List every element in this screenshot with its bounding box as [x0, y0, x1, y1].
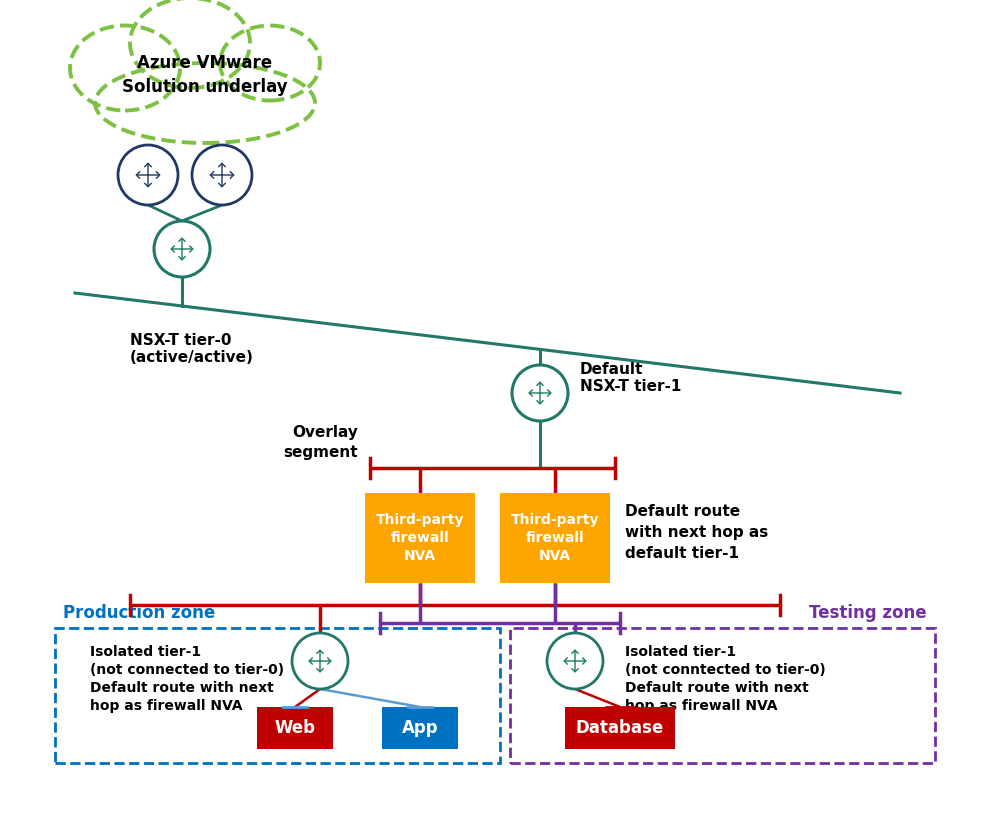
- Circle shape: [192, 145, 252, 205]
- Text: Web: Web: [275, 719, 315, 737]
- Circle shape: [154, 221, 210, 277]
- Text: Default route
with next hop as
default tier-1: Default route with next hop as default t…: [625, 504, 768, 561]
- Circle shape: [118, 145, 178, 205]
- Ellipse shape: [95, 63, 315, 143]
- Text: Isolated tier-1
(not connected to tier-0)
Default route with next
hop as firewal: Isolated tier-1 (not connected to tier-0…: [90, 645, 284, 713]
- Text: Azure VMware
Solution underlay: Azure VMware Solution underlay: [122, 54, 288, 95]
- Text: Production zone: Production zone: [63, 604, 216, 622]
- Text: Overlay
segment: Overlay segment: [284, 425, 358, 460]
- Text: App: App: [402, 719, 438, 737]
- Circle shape: [512, 365, 568, 421]
- FancyBboxPatch shape: [500, 493, 610, 583]
- FancyBboxPatch shape: [565, 707, 675, 749]
- Text: Testing zone: Testing zone: [810, 604, 927, 622]
- Text: Default
NSX-T tier-1: Default NSX-T tier-1: [580, 362, 682, 394]
- Text: Isolated tier-1
(not conntected to tier-0)
Default route with next
hop as firewa: Isolated tier-1 (not conntected to tier-…: [625, 645, 825, 713]
- Circle shape: [547, 633, 603, 689]
- Text: Third-party
firewall
NVA: Third-party firewall NVA: [511, 513, 599, 564]
- FancyBboxPatch shape: [365, 493, 475, 583]
- FancyBboxPatch shape: [257, 707, 333, 749]
- Text: Third-party
firewall
NVA: Third-party firewall NVA: [375, 513, 464, 564]
- Ellipse shape: [220, 26, 320, 100]
- Text: Database: Database: [576, 719, 664, 737]
- FancyBboxPatch shape: [382, 707, 458, 749]
- Text: NSX-T tier-0
(active/active): NSX-T tier-0 (active/active): [130, 333, 254, 365]
- Ellipse shape: [70, 26, 180, 110]
- Circle shape: [292, 633, 348, 689]
- Ellipse shape: [130, 0, 250, 88]
